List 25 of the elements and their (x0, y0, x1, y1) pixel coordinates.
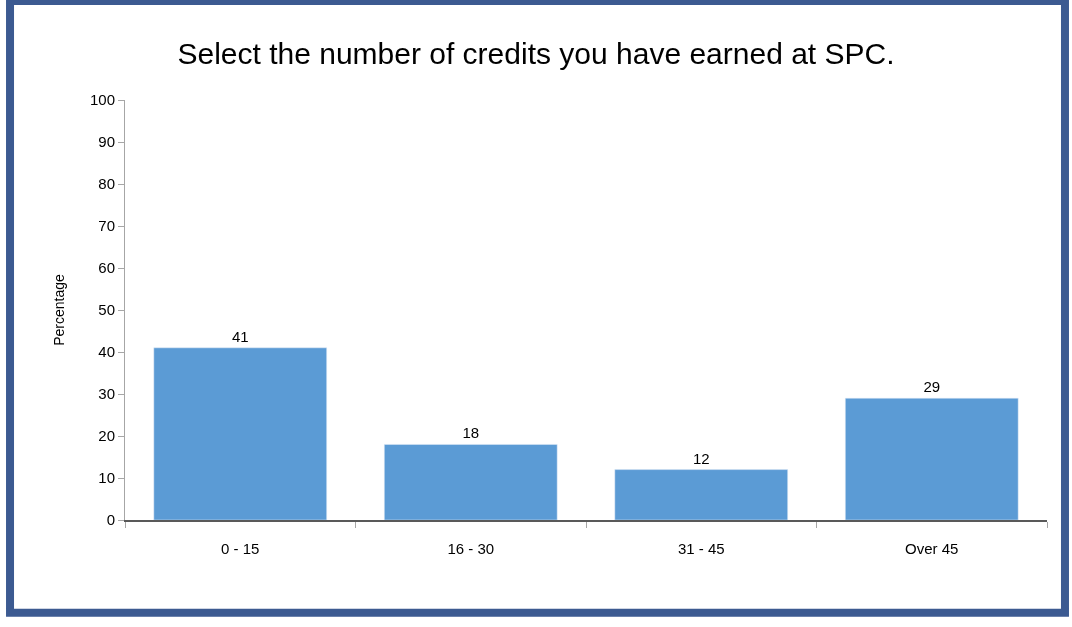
y-tick-label: 100 (89, 91, 115, 109)
bar (614, 469, 788, 520)
x-tick-label: 31 - 45 (677, 539, 725, 557)
data-label: 29 (923, 378, 941, 396)
bar (153, 347, 327, 520)
data-label: 18 (462, 424, 480, 442)
y-tick-label: 50 (98, 301, 115, 319)
data-label: 12 (692, 449, 710, 467)
chart-title: Select the number of credits you have earned at SPC. (177, 36, 895, 70)
bar (845, 397, 1019, 520)
y-tick-label: 0 (106, 511, 115, 529)
y-tick-label: 90 (98, 133, 115, 151)
data-label: 41 (231, 327, 249, 345)
y-tick-label: 80 (98, 175, 115, 193)
x-tick-label: Over 45 (905, 539, 959, 557)
y-tick-label: 70 (98, 217, 115, 235)
y-tick-label: 60 (98, 259, 115, 277)
y-tick-label: 40 (98, 343, 115, 361)
x-tick-label: 0 - 15 (221, 539, 260, 557)
bar (384, 444, 558, 520)
x-tick-label: 16 - 30 (447, 539, 495, 557)
y-tick-label: 10 (98, 469, 115, 487)
y-tick-label: 20 (98, 427, 115, 445)
y-axis-title: Percentage (50, 273, 67, 346)
y-tick-label: 30 (98, 385, 115, 403)
